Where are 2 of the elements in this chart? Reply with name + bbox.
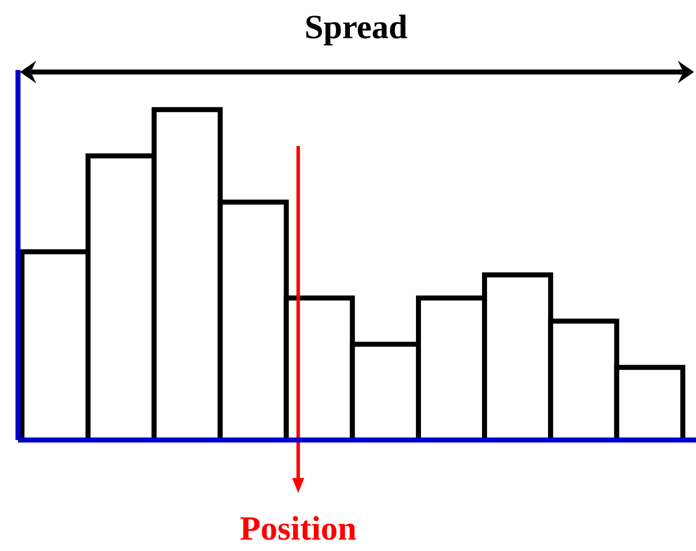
chart-title: Spread <box>306 14 408 46</box>
text: Position <box>240 516 356 540</box>
